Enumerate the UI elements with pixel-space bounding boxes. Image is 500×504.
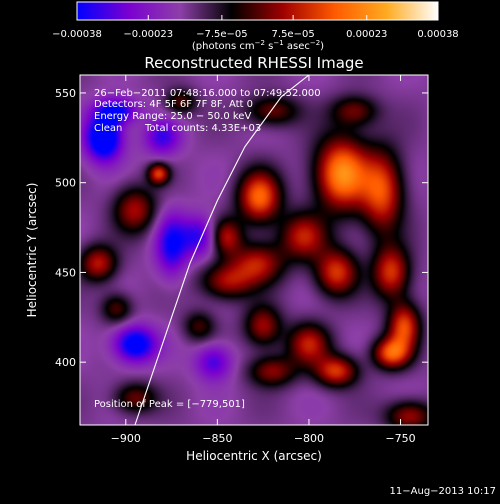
y-tick-label: 400 [55,356,76,369]
x-tick-label: −750 [385,432,415,445]
colorbar-tick-label: 0.00038 [417,29,458,40]
y-tick-label: 550 [55,87,76,100]
info-detectors: Detectors: 4F 5F 6F 7F 8F, Att 0 [94,99,253,110]
colorbar-tick-label: 7.5e−05 [272,29,315,40]
colorbar-tick-label: −0.00038 [52,29,102,40]
footer-timestamp: 11−Aug−2013 10:17 [390,486,496,497]
colorbar-ticks: −0.00038 −0.00023 −7.5e−05 7.5e−05 0.00023 0.… [52,15,459,40]
colorbar-units: (photons cm−2 s−1 asec−2) [192,39,324,52]
info-energy: Energy Range: 25.0 − 50.0 keV [94,111,251,122]
info-clean: Clean [94,123,122,134]
y-tick-label: 450 [55,266,76,279]
y-axis-label: Heliocentric Y (arcsec) [25,183,39,318]
colorbar: −0.00038 −0.00023 −7.5e−05 7.5e−05 0.00023 0.… [52,1,459,52]
limb-curve [134,75,310,425]
colorbar-bar [76,1,439,21]
plot-frame [79,74,429,426]
x-tick-label: −850 [202,432,232,445]
axis-ticks: −900 −850 −800 −750 400 450 500 550 [55,75,428,445]
peak-position-label: Position of Peak = [−779,501] [94,399,245,410]
y-tick-label: 500 [55,177,76,190]
x-tick-label: −900 [111,432,141,445]
info-block: 26−Feb−2011 07:48:16.000 to 07:49:52.000… [94,88,321,134]
info-counts: Total counts: 4.33E+03 [144,123,261,134]
x-axis-label: Heliocentric X (arcsec) [186,449,322,463]
info-time: 26−Feb−2011 07:48:16.000 to 07:49:52.000 [94,88,321,99]
chart-title: Reconstructed RHESSI Image [144,54,363,72]
colorbar-tick-label: −0.00023 [123,29,173,40]
plot-area: −900 −850 −800 −750 400 450 500 550 [55,74,429,445]
x-tick-label: −800 [294,432,324,445]
colorbar-tick-label: 0.00023 [346,29,387,40]
colorbar-tick-label: −7.5e−05 [196,29,248,40]
